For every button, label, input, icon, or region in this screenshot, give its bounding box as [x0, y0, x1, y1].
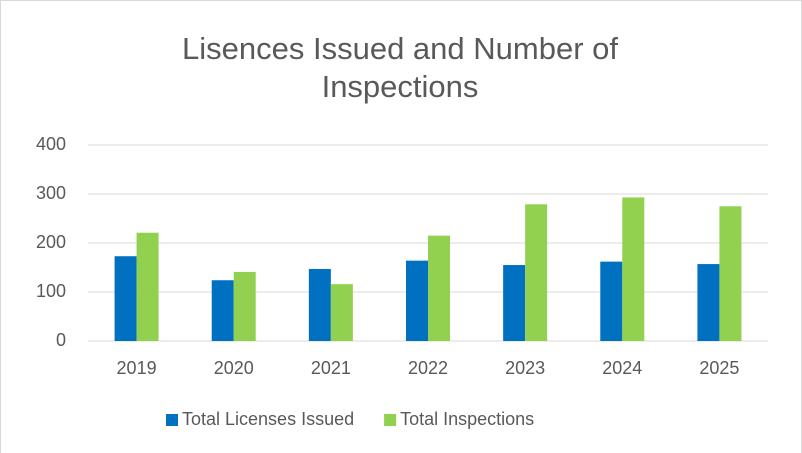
- bar: [622, 197, 645, 341]
- bar: [697, 264, 720, 341]
- bar: [719, 206, 742, 341]
- x-tick-label: 2021: [311, 358, 351, 378]
- bar: [428, 235, 450, 341]
- bar: [308, 268, 331, 341]
- y-tick-label: 400: [36, 134, 66, 154]
- bar: [330, 284, 353, 341]
- legend-label: Total Inspections: [400, 409, 534, 429]
- bar: [233, 271, 256, 341]
- bar: [600, 261, 623, 341]
- x-tick-label: 2024: [602, 358, 642, 378]
- x-tick-label: 2022: [408, 358, 448, 378]
- bar: [114, 256, 137, 341]
- legend-swatch: [166, 414, 178, 426]
- y-tick-label: 300: [36, 183, 66, 203]
- legend-label: Total Licenses Issued: [182, 409, 354, 429]
- bar: [503, 265, 526, 341]
- bar: [211, 280, 234, 341]
- y-tick-label: 0: [56, 330, 66, 350]
- legend-swatch: [384, 414, 397, 426]
- x-tick-label: 2025: [699, 358, 739, 378]
- y-tick-label: 100: [36, 281, 66, 301]
- y-tick-label: 200: [36, 232, 66, 252]
- x-tick-label: 2023: [505, 358, 545, 378]
- x-tick-label: 2019: [117, 358, 157, 378]
- bar: [136, 232, 159, 341]
- x-tick-label: 2020: [214, 358, 254, 378]
- chart-title: Lisences Issued and Number of Inspection…: [182, 31, 618, 104]
- bar: [525, 204, 548, 341]
- bar: [406, 260, 428, 341]
